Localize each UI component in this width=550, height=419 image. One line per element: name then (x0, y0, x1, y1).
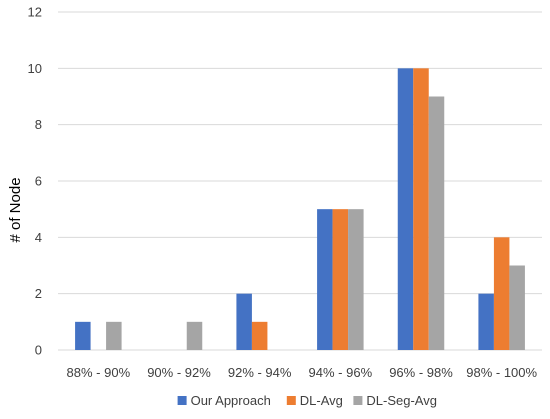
gridlines (58, 11, 542, 351)
bar-dl-avg-2 (251, 321, 268, 350)
y-tick-label: 0 (35, 343, 42, 358)
y-axis-title: # of Node (7, 177, 24, 242)
bar-dl-seg-avg-0 (106, 321, 122, 350)
bar-our-approach-3 (317, 209, 333, 350)
y-tick-label: 4 (35, 230, 42, 245)
bar-our-approach-4 (397, 68, 414, 350)
x-tick-label: 98% - 100% (466, 365, 537, 380)
x-tick-label: 92% - 94% (228, 365, 292, 380)
bar-our-approach-0 (75, 321, 91, 350)
x-tick-label: 88% - 90% (67, 365, 131, 380)
bar-dl-avg-3 (332, 209, 349, 350)
y-tick-label: 6 (35, 174, 42, 189)
bar-dl-avg-4 (413, 68, 429, 350)
legend-swatch (353, 396, 363, 405)
bar-our-approach-2 (236, 293, 252, 350)
legend-swatch (177, 396, 187, 405)
x-tick-label: 90% - 92% (147, 365, 211, 380)
y-tick-label: 10 (28, 61, 42, 76)
bar-dl-seg-avg-3 (348, 209, 364, 350)
bar-our-approach-5 (478, 293, 494, 350)
x-tick-label: 96% - 98% (389, 365, 453, 380)
bar-dl-seg-avg-1 (186, 321, 203, 350)
x-axis-ticks: 88% - 90% 90% - 92% 92% - 94% 94% - 96% 96% … (67, 365, 538, 380)
y-tick-label: 12 (28, 5, 42, 20)
y-tick-label: 8 (35, 117, 42, 132)
legend-swatch (286, 396, 296, 405)
bar-dl-seg-avg-4 (428, 96, 445, 350)
bars (75, 68, 525, 350)
y-tick-label: 2 (35, 286, 42, 301)
y-axis-ticks: 0 2 4 6 8 10 12 (28, 5, 42, 358)
legend-label: DL-Seg-Avg (366, 393, 437, 408)
bar-dl-avg-5 (493, 237, 510, 350)
legend-label: DL-Avg (300, 393, 343, 408)
legend-label: Our Approach (191, 393, 271, 408)
bar-dl-seg-avg-5 (509, 265, 525, 350)
legend: Our Approach DL-Avg DL-Seg-Avg (177, 393, 437, 408)
x-tick-label: 94% - 96% (309, 365, 373, 380)
